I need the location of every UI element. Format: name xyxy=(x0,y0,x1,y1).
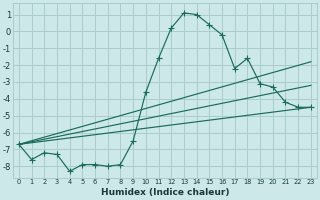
X-axis label: Humidex (Indice chaleur): Humidex (Indice chaleur) xyxy=(100,188,229,197)
